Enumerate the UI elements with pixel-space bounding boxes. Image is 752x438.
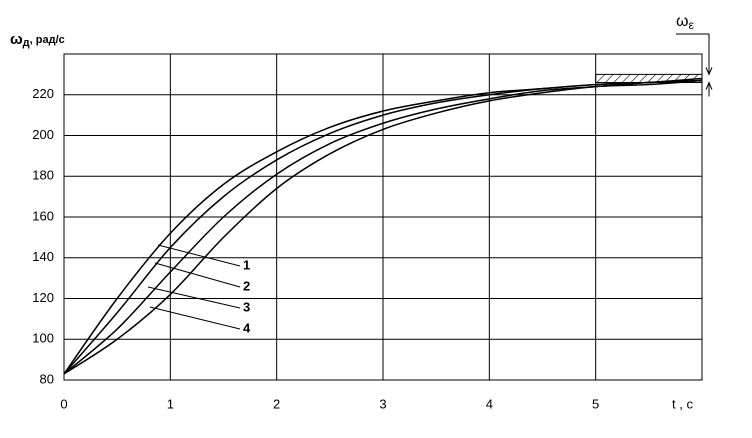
y-unit: , рад/с — [30, 34, 65, 46]
series-label: 4 — [243, 320, 251, 335]
leader-line — [147, 286, 241, 309]
arrow-head — [705, 67, 713, 76]
y-tick-label: 220 — [32, 86, 54, 101]
tolerance-annotation: ωε — [676, 13, 695, 32]
y-tick-label: 120 — [32, 290, 54, 305]
series-label: 1 — [243, 257, 250, 272]
y-tick-label: 100 — [32, 331, 54, 346]
annotation-line — [676, 33, 710, 75]
y-axis-label: ωд, рад/с — [10, 31, 65, 49]
leader-line — [154, 262, 241, 288]
arrow-head — [705, 81, 713, 90]
curve — [63, 79, 703, 375]
band-symbol: ω — [676, 13, 689, 30]
series-label: 3 — [243, 299, 250, 314]
x-tick-label: 1 — [167, 396, 174, 411]
y-tick-label: 160 — [32, 208, 54, 223]
x-axis-label: t , c — [672, 396, 693, 411]
curve — [63, 79, 703, 375]
x-tick-label: 2 — [273, 396, 280, 411]
y-symbol: ω — [10, 31, 23, 48]
band-label: ωε — [676, 13, 695, 32]
x-tick-label: 4 — [486, 396, 493, 411]
y-tick-label: 80 — [40, 371, 54, 386]
x-tick-label: 3 — [379, 396, 386, 411]
leader-line — [149, 306, 241, 330]
y-tick-label: 140 — [32, 249, 54, 264]
x-tick-label: 0 — [60, 396, 67, 411]
series-label: 2 — [243, 278, 250, 293]
leader-line — [157, 244, 241, 267]
y-tick-label: 200 — [32, 127, 54, 142]
band-subscript: ε — [689, 18, 695, 32]
y-subscript: д — [23, 37, 30, 49]
x-tick-label: 5 — [592, 396, 599, 411]
y-tick-label: 180 — [32, 168, 54, 183]
